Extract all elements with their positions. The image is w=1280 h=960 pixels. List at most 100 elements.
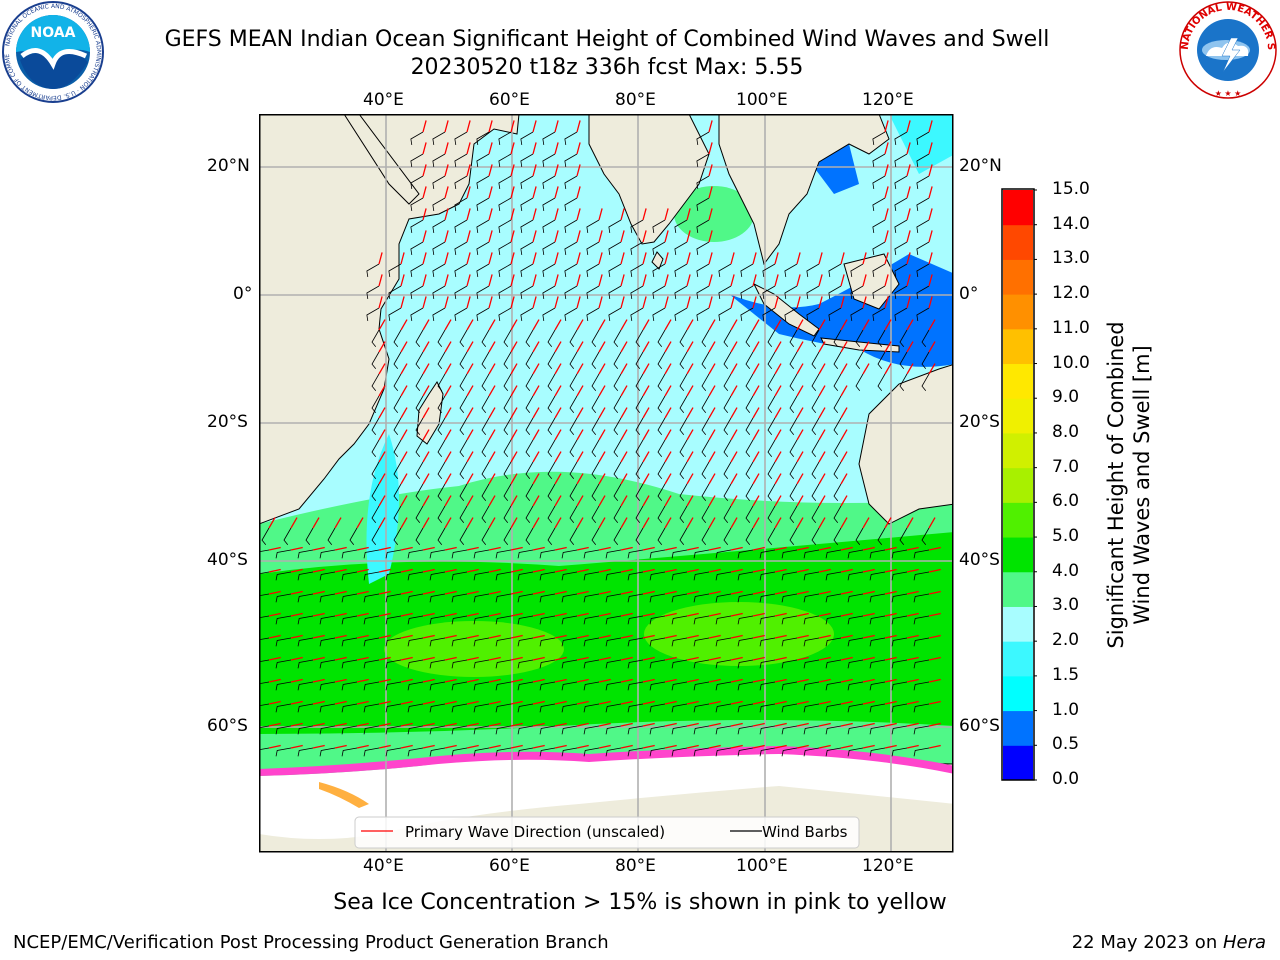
- wind-barb: [385, 747, 402, 757]
- wave-direction-arrow: [818, 634, 831, 639]
- wave-direction-arrow: [422, 722, 435, 727]
- wave-direction-arrow: [884, 612, 897, 617]
- wind-barb: [767, 373, 776, 392]
- wind-barb: [520, 197, 534, 211]
- wave-direction-arrow: [730, 252, 735, 265]
- wind-barb: [715, 681, 732, 691]
- wind-barb: [608, 285, 622, 299]
- wind-barb: [432, 153, 446, 167]
- wind-barb: [583, 747, 600, 757]
- wave-direction-arrow: [598, 495, 606, 507]
- wave-direction-arrow: [444, 612, 457, 617]
- wind-barb: [341, 725, 358, 735]
- wave-direction-arrow: [510, 744, 523, 749]
- wind-barb: [459, 329, 468, 348]
- wind-barb: [259, 571, 270, 575]
- wave-direction-arrow: [664, 722, 677, 727]
- wind-barb: [275, 703, 292, 713]
- wind-barb: [520, 307, 534, 321]
- wave-direction-arrow: [664, 700, 677, 705]
- wave-direction-arrow: [774, 568, 787, 573]
- wave-direction-arrow: [356, 546, 369, 551]
- wind-barb: [649, 549, 666, 559]
- wind-barb: [547, 351, 556, 370]
- wind-barb: [635, 527, 644, 546]
- wave-direction-arrow: [422, 274, 427, 287]
- wind-barb: [371, 373, 380, 392]
- wave-direction-arrow: [378, 634, 391, 639]
- wind-barb: [341, 615, 358, 625]
- nws-logo: NATIONAL WEATHER SERVICE ★ ★ ★: [1176, 0, 1277, 99]
- wind-barb: [811, 373, 820, 392]
- wave-direction-arrow: [488, 634, 501, 639]
- wind-barb: [649, 615, 666, 625]
- footer-machine: Hera: [1222, 932, 1266, 953]
- wind-barb: [891, 681, 908, 691]
- wind-barb: [498, 197, 512, 211]
- wave-direction-arrow: [312, 612, 325, 617]
- wind-barb: [407, 593, 424, 603]
- wave-direction-arrow: [598, 230, 603, 243]
- wind-barb: [894, 241, 908, 255]
- wave-direction-arrow: [840, 634, 853, 639]
- wave-direction-arrow: [422, 319, 430, 331]
- wind-barb: [437, 505, 446, 524]
- wind-barb: [877, 527, 886, 546]
- wave-direction-arrow: [686, 495, 694, 507]
- wind-barb: [679, 505, 688, 524]
- wind-barb: [547, 439, 556, 458]
- wind-barb: [476, 175, 490, 189]
- wave-direction-arrow: [422, 164, 427, 177]
- wind-barb: [451, 725, 468, 735]
- wave-direction-arrow: [466, 142, 471, 155]
- wave-direction-arrow: [752, 274, 757, 287]
- wind-barb: [297, 593, 314, 603]
- wind-barb: [723, 395, 732, 414]
- wave-direction-arrow: [774, 451, 782, 463]
- wind-barb: [872, 263, 886, 277]
- wave-direction-arrow: [708, 495, 716, 507]
- wind-barb: [613, 395, 622, 414]
- wind-barb: [657, 461, 666, 480]
- wave-direction-arrow: [642, 656, 655, 661]
- wind-barb: [833, 505, 842, 524]
- wind-barb: [635, 417, 644, 436]
- wave-direction-arrow: [906, 517, 914, 529]
- wave-direction-arrow: [730, 274, 735, 287]
- wind-barb: [605, 747, 622, 757]
- wave-direction-arrow: [444, 473, 452, 485]
- wave-direction-arrow: [444, 274, 449, 287]
- wave-direction-arrow: [268, 656, 281, 661]
- wind-barb: [498, 175, 512, 189]
- wind-barb: [451, 681, 468, 691]
- wave-direction-arrow: [752, 319, 760, 331]
- wind-barb: [520, 285, 534, 299]
- wave-direction-arrow: [664, 678, 677, 683]
- wind-barb: [539, 549, 556, 559]
- wind-barb: [393, 461, 402, 480]
- wave-direction-arrow: [356, 656, 369, 661]
- wind-barb: [393, 505, 402, 524]
- wave-direction-arrow: [774, 319, 782, 331]
- wind-barb: [363, 549, 380, 559]
- wave-direction-arrow: [532, 656, 545, 661]
- wind-barb: [671, 703, 688, 713]
- wind-barb: [410, 153, 424, 167]
- wave-direction-arrow: [642, 495, 650, 507]
- wind-barb: [759, 725, 776, 735]
- wind-barb: [737, 725, 754, 735]
- colorbar-tick-label: 1.0: [1052, 699, 1080, 720]
- wave-direction-arrow: [840, 341, 848, 353]
- wave-direction-arrow: [752, 744, 765, 749]
- wind-barb: [319, 615, 336, 625]
- wind-barb: [275, 571, 292, 581]
- lat-label-left-60s: 60°S: [207, 716, 248, 736]
- wave-direction-arrow: [400, 407, 408, 419]
- land-southeast-asia: [718, 114, 890, 266]
- wave-direction-arrow: [488, 495, 496, 507]
- wind-barb: [459, 527, 468, 546]
- wave-direction-arrow: [708, 568, 721, 573]
- wave-direction-arrow: [862, 341, 870, 353]
- wave-direction-arrow: [730, 495, 738, 507]
- wind-barb: [385, 571, 402, 581]
